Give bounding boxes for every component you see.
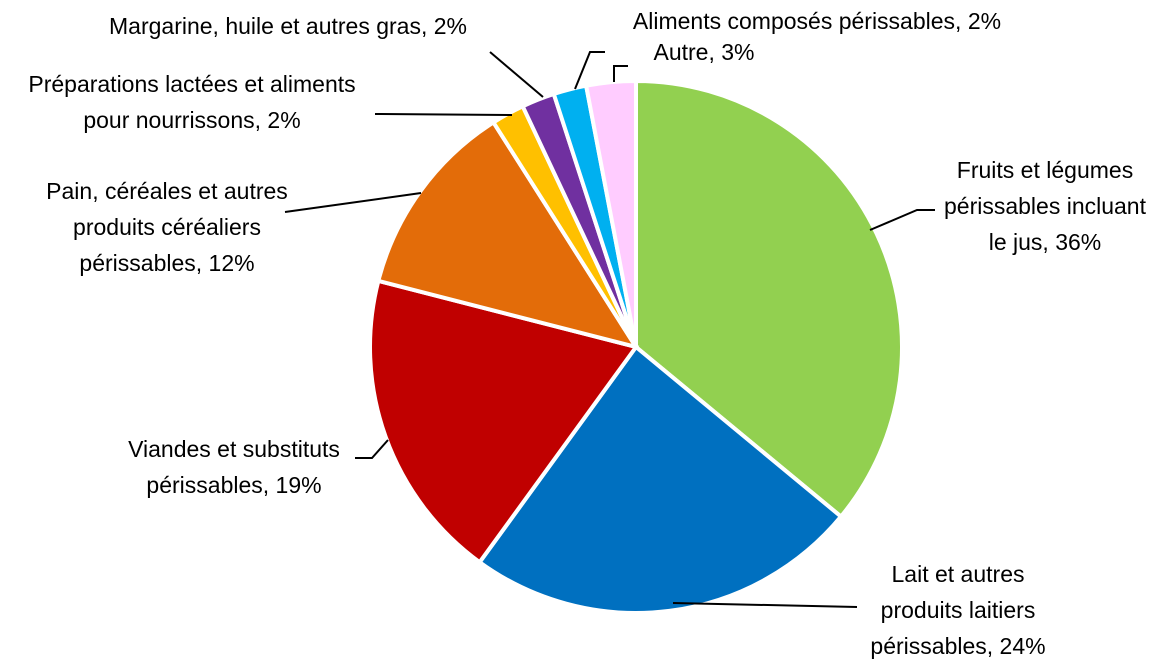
slice-label-line: Préparations lactées et aliments	[28, 71, 355, 97]
slice-label-line: Margarine, huile et autres gras, 2%	[109, 13, 467, 39]
leader-line-4	[374, 113, 513, 116]
slice-label-line: périssables, 24%	[870, 633, 1045, 659]
pie-slice-3	[375, 119, 641, 351]
slice-label-line: périssables, 12%	[79, 250, 254, 276]
leader-line-3	[284, 192, 422, 213]
leader-line-0	[869, 209, 935, 231]
slice-label-line: Viandes et substituts	[128, 436, 340, 462]
pie-slice-1	[476, 344, 844, 615]
slice-labels: Fruits et légumes périssables incluant le …	[28, 8, 1146, 659]
slice-label-line: Pain, céréales et autres	[46, 178, 288, 204]
slice-label-line: Aliments composés périssables, 2%	[633, 8, 1001, 34]
slice-label-4: Préparations lactées et aliments pour nou…	[28, 71, 355, 133]
slice-label-line: le jus, 36%	[989, 229, 1102, 255]
slice-label-line: Autre, 3%	[654, 39, 755, 65]
slice-label-line: produits céréaliers	[73, 214, 261, 240]
slice-label-3: Pain, céréales et autres produits céréali…	[46, 178, 288, 276]
leader-line-1	[672, 602, 858, 608]
slice-label-line: Lait et autres	[892, 561, 1025, 587]
slice-label-line: produits laitiers	[881, 597, 1036, 623]
slice-label-line: périssables, 19%	[146, 472, 321, 498]
slice-label-5: Margarine, huile et autres gras, 2%	[109, 13, 467, 39]
leader-line-2	[355, 439, 389, 459]
pie-slices	[368, 78, 904, 615]
slice-label-1: Lait et autres produits laitiers périssabl…	[870, 561, 1045, 659]
slice-label-2: Viandes et substituts périssables, 19%	[128, 436, 340, 498]
slice-label-6: Aliments composés périssables, 2%	[633, 8, 1001, 34]
leader-line-6	[574, 51, 605, 90]
pie-slice-2	[368, 278, 640, 565]
slice-label-line: pour nourrissons, 2%	[83, 107, 300, 133]
leader-line-7	[613, 65, 628, 82]
leader-lines	[284, 51, 935, 608]
slice-label-line: périssables incluant	[944, 193, 1147, 219]
slice-label-7: Autre, 3%	[654, 39, 755, 65]
leader-line-5	[489, 51, 544, 98]
slice-label-line: Fruits et légumes	[957, 157, 1133, 183]
pie-slice-0	[634, 78, 904, 520]
slice-label-0: Fruits et légumes périssables incluant le …	[944, 157, 1147, 255]
pie-slice-7	[583, 78, 638, 348]
